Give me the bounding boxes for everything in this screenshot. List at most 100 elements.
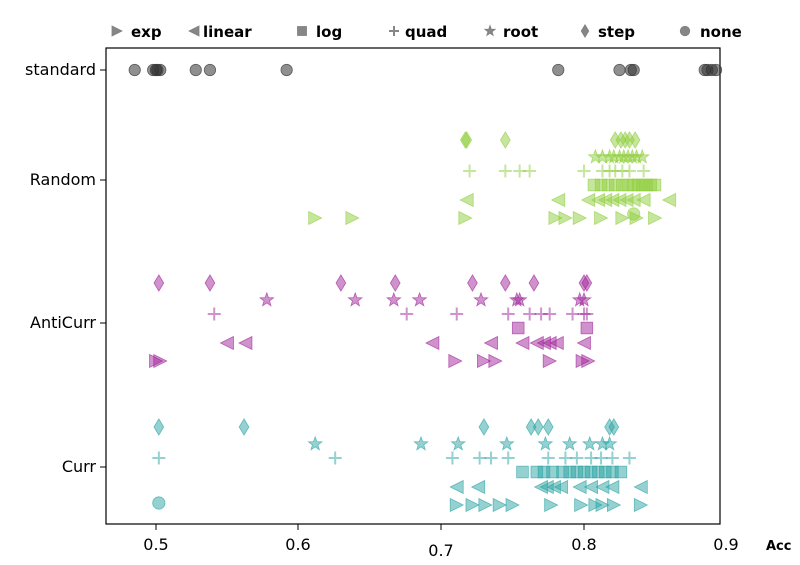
point-AntiCurr-root: [576, 291, 592, 307]
point-AntiCurr-log: [580, 321, 594, 335]
legend-marker-linear: [188, 25, 200, 37]
point-Curr-root: [601, 435, 618, 451]
point-Curr-quad: [622, 451, 636, 465]
legend-marker-step: [580, 23, 590, 39]
legend-label-linear: linear: [203, 23, 252, 41]
point-Curr-exp: [606, 497, 622, 513]
point-Random-linear: [550, 192, 566, 208]
point-Curr-root: [307, 435, 324, 451]
point-Random-quad: [622, 164, 636, 178]
point-AntiCurr-quad: [566, 307, 580, 321]
y-tick-label-Curr: Curr: [62, 457, 97, 476]
legend-label-root: root: [503, 23, 538, 41]
point-AntiCurr-linear: [576, 335, 591, 351]
legend-label-none: none: [700, 23, 742, 41]
x-tick-label-0.5: 0.5: [143, 535, 168, 554]
point-standard-none: [552, 63, 565, 77]
y-tick-label-standard: standard: [25, 60, 96, 79]
point-Curr-exp: [505, 497, 520, 513]
point-standard-none: [627, 63, 640, 77]
point-Curr-exp: [574, 497, 589, 513]
point-Random-root: [634, 148, 651, 164]
point-Random-none: [627, 207, 641, 221]
point-AntiCurr-linear: [219, 335, 234, 351]
x-axis: 0.5 0.6 0.7 0.8 0.9: [143, 524, 739, 560]
point-Curr-quad: [484, 451, 498, 465]
y-tick-label-AntiCurr: AntiCurr: [30, 313, 96, 332]
legend-label-quad: quad: [405, 23, 447, 41]
point-Curr-step: [525, 418, 537, 436]
point-Random-exp: [458, 210, 473, 226]
y-tick-label-Random: Random: [30, 170, 96, 189]
point-AntiCurr-step: [153, 274, 165, 292]
point-Curr-log: [516, 465, 529, 479]
point-Random-exp: [558, 210, 573, 226]
data-points: [128, 63, 723, 513]
point-Random-quad: [523, 164, 537, 178]
point-AntiCurr-exp: [488, 353, 503, 369]
plot-frame: [105, 47, 721, 525]
point-Random-quad: [577, 164, 591, 178]
point-AntiCurr-root: [385, 291, 402, 307]
x-axis-label: Acc: [766, 539, 791, 554]
point-standard-none: [154, 63, 167, 77]
legend-marker-quad: [389, 26, 399, 36]
point-Curr-step: [542, 418, 554, 436]
legend-marker-log: [297, 26, 307, 36]
point-AntiCurr-step: [204, 274, 216, 292]
point-AntiCurr-exp: [542, 353, 558, 369]
point-Curr-exp: [465, 497, 480, 513]
point-Random-exp: [345, 210, 360, 226]
point-Random-exp: [648, 210, 663, 226]
point-Curr-root: [498, 435, 515, 451]
point-AntiCurr-root: [473, 291, 489, 307]
legend-marker-root: [483, 24, 497, 37]
point-Curr-quad: [445, 451, 459, 465]
point-standard-none: [709, 63, 723, 77]
point-AntiCurr-quad: [450, 307, 464, 321]
point-Random-exp: [308, 210, 323, 226]
point-Curr-quad: [605, 451, 619, 465]
point-Curr-exp: [478, 497, 493, 513]
point-AntiCurr-exp: [153, 353, 168, 369]
point-Curr-exp: [588, 497, 603, 513]
point-AntiCurr-linear: [483, 335, 498, 351]
point-AntiCurr-step: [335, 274, 347, 292]
point-Random-linear: [661, 192, 677, 208]
point-Curr-quad: [501, 451, 515, 465]
point-Curr-root: [450, 435, 467, 451]
point-AntiCurr-step: [500, 274, 511, 292]
point-Curr-quad: [594, 451, 608, 465]
point-AntiCurr-quad: [207, 307, 221, 321]
point-Random-log: [648, 178, 662, 192]
point-standard-none: [203, 63, 217, 77]
point-Random-exp: [572, 210, 588, 226]
point-Curr-root: [561, 435, 578, 451]
point-AntiCurr-step: [467, 274, 478, 292]
legend-marker-exp: [111, 25, 123, 37]
point-standard-none: [189, 63, 202, 77]
point-standard-none: [613, 63, 626, 77]
x-tick-label-0.7: 0.7: [428, 541, 453, 560]
x-tick-label-0.8: 0.8: [571, 535, 596, 554]
point-Curr-quad: [570, 451, 584, 465]
point-AntiCurr-root: [511, 291, 528, 307]
point-Curr-linear: [449, 479, 464, 495]
point-Curr-none: [152, 496, 166, 510]
point-Random-linear: [636, 192, 651, 208]
point-Curr-exp: [544, 497, 559, 513]
point-AntiCurr-step: [389, 274, 401, 292]
point-Curr-linear: [633, 479, 648, 495]
point-Curr-step: [478, 418, 490, 436]
point-Curr-linear: [470, 479, 486, 495]
point-AntiCurr-exp: [476, 353, 492, 369]
point-AntiCurr-log: [511, 321, 525, 335]
point-Random-step: [461, 131, 473, 149]
point-Random-quad: [498, 164, 512, 178]
point-Curr-root: [413, 435, 429, 451]
point-AntiCurr-quad: [400, 307, 414, 321]
point-Curr-linear: [605, 479, 620, 495]
point-Random-step: [629, 131, 641, 149]
point-Curr-exp: [595, 497, 610, 513]
point-Curr-step: [238, 418, 250, 436]
